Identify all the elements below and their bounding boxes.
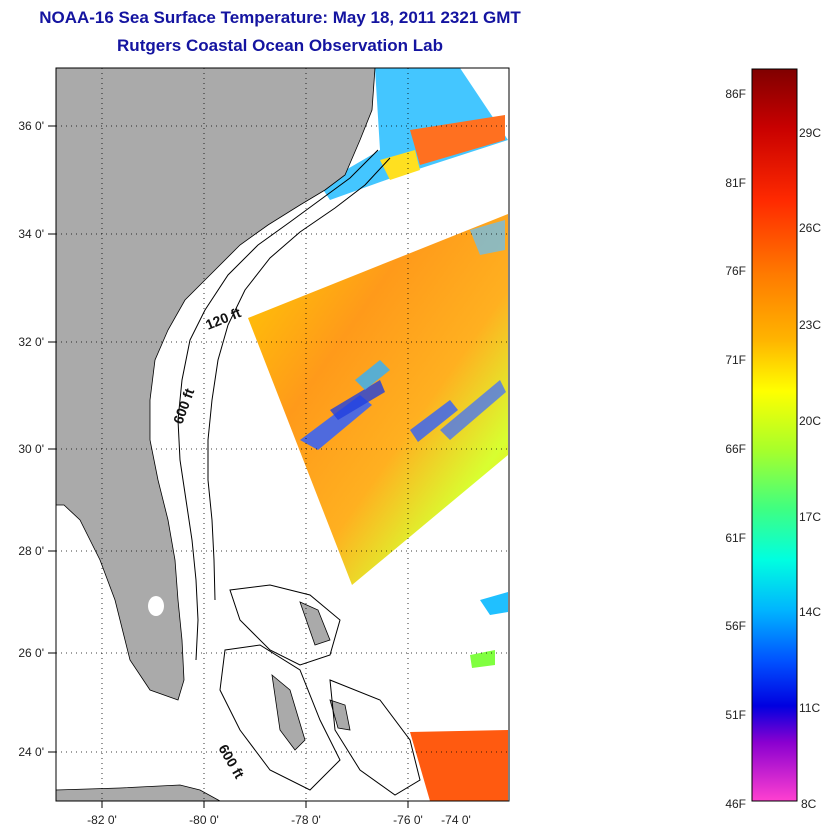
cold-patch <box>470 220 505 255</box>
us-landmass <box>56 68 376 701</box>
colorbar-f-label: 81F <box>725 176 746 190</box>
colorbar-f-label: 66F <box>725 442 746 456</box>
cold-patch <box>410 400 458 442</box>
lat-label: 28 0' <box>18 544 44 558</box>
colorbar-c-label: 14C <box>799 605 821 619</box>
warm-patch <box>410 115 505 165</box>
colorbar-f-label: 51F <box>725 708 746 722</box>
colorbar-c-label: 26C <box>799 221 821 235</box>
lat-label: 30 0' <box>18 442 44 456</box>
bahamas-island <box>271 674 306 751</box>
lon-label: -74 0' <box>441 813 471 827</box>
colorbar <box>751 68 798 802</box>
contour-bahamas <box>229 584 341 666</box>
colorbar-f-label: 71F <box>725 353 746 367</box>
contour-120ft <box>177 149 379 661</box>
map-subtitle: Rutgers Coastal Ocean Observation Lab <box>117 36 443 55</box>
contour-bahamas <box>219 644 341 791</box>
sst-swath <box>248 214 508 585</box>
colorbar-f-label: 56F <box>725 619 746 633</box>
sst-patch <box>470 650 495 668</box>
lon-label: -82 0' <box>87 813 117 827</box>
map-title: NOAA-16 Sea Surface Temperature: May 18,… <box>39 8 521 27</box>
colorbar-c-label: 29C <box>799 126 821 140</box>
bahamas-island <box>329 699 351 731</box>
lon-label: -76 0' <box>393 813 423 827</box>
lat-label: 36 0' <box>18 119 44 133</box>
lon-label: -80 0' <box>189 813 219 827</box>
colorbar-c-label: 8C <box>801 797 817 811</box>
lake-okeechobee <box>148 596 164 616</box>
colorbar-c-label: 17C <box>799 510 821 524</box>
lat-label: 26 0' <box>18 646 44 660</box>
cold-patch <box>355 360 390 390</box>
warm-patch <box>380 150 420 180</box>
sst-swath-south <box>410 730 508 801</box>
lat-label: 34 0' <box>18 227 44 241</box>
colorbar-c-label: 23C <box>799 318 821 332</box>
lat-label: 32 0' <box>18 335 44 349</box>
contour-600ft <box>207 157 391 601</box>
map-ticks <box>48 125 409 808</box>
lon-label: -78 0' <box>291 813 321 827</box>
graticule <box>56 68 509 801</box>
cold-patch <box>330 380 385 420</box>
colorbar-c-label: 11C <box>799 701 820 715</box>
colorbar-f-label: 46F <box>725 797 746 811</box>
colorbar-f-label: 76F <box>725 264 746 278</box>
colorbar-f-label: 86F <box>725 87 746 101</box>
colorbar-f-label: 61F <box>725 531 746 545</box>
cold-patch <box>440 380 506 440</box>
bahamas-island <box>299 601 331 646</box>
cold-patch <box>480 592 508 615</box>
cuba-landmass <box>56 784 221 801</box>
contour-bahamas <box>329 679 421 796</box>
colorbar-c-label: 20C <box>799 414 821 428</box>
map-border <box>55 67 510 802</box>
lat-label: 24 0' <box>18 745 44 759</box>
